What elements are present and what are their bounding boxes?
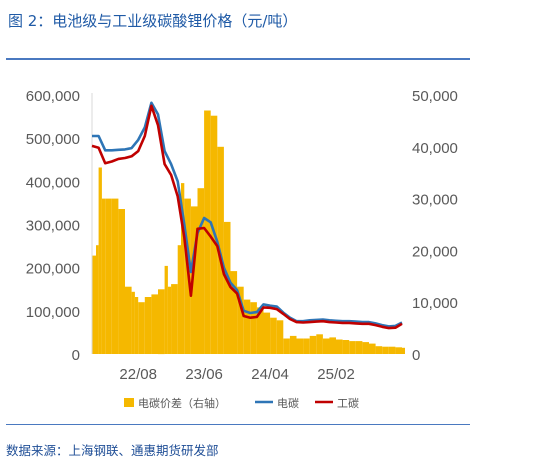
price-chart: 600,000 500,000 400,000 300,000 200,000 100,0… bbox=[26, 88, 458, 410]
price-lines bbox=[91, 101, 403, 330]
spread-bar bbox=[342, 340, 350, 354]
left-tick-label: 600,000 bbox=[26, 88, 80, 105]
spread-bar bbox=[263, 312, 271, 354]
spread-bar bbox=[230, 271, 238, 354]
left-tick-label: 400,000 bbox=[26, 174, 80, 191]
spread-bar bbox=[151, 294, 158, 354]
right-axis-ticks: 50,000 40,000 30,000 20,000 10,000 0 bbox=[412, 88, 458, 364]
spread-bar bbox=[296, 338, 304, 354]
spread-bar bbox=[92, 255, 96, 354]
spread-bar bbox=[96, 245, 99, 354]
x-tick-label: 23/06 bbox=[185, 366, 223, 383]
spread-bar bbox=[336, 339, 343, 354]
spread-bar bbox=[250, 302, 257, 354]
spread-bar bbox=[362, 342, 369, 354]
left-tick-label: 300,000 bbox=[26, 218, 80, 235]
title-divider bbox=[6, 58, 470, 60]
spread-bar bbox=[289, 335, 297, 354]
spread-bar bbox=[98, 167, 102, 354]
spread-bar bbox=[164, 265, 168, 354]
right-tick-label: 20,000 bbox=[412, 243, 458, 260]
spread-bar bbox=[237, 286, 244, 354]
right-tick-label: 30,000 bbox=[412, 192, 458, 209]
spread-bar bbox=[375, 346, 383, 354]
spread-bar bbox=[177, 245, 181, 354]
spread-bar bbox=[388, 346, 396, 354]
left-tick-label: 0 bbox=[72, 347, 80, 364]
right-tick-label: 0 bbox=[412, 347, 420, 364]
legend-label-battery: 电碳 bbox=[277, 396, 299, 410]
spread-bar bbox=[223, 221, 231, 354]
spread-bar bbox=[190, 206, 198, 354]
spread-bar bbox=[167, 286, 172, 354]
industrial-grade-line bbox=[91, 104, 403, 330]
spread-bar bbox=[369, 343, 376, 354]
left-tick-label: 100,000 bbox=[26, 304, 80, 321]
spread-bar bbox=[243, 299, 251, 354]
page-title: 图 2：电池级与工业级碳酸锂价格（元/吨） bbox=[8, 12, 298, 30]
spread-bar bbox=[395, 347, 402, 354]
spread-bar bbox=[276, 320, 284, 354]
spread-bar bbox=[270, 317, 277, 354]
left-tick-label: 500,000 bbox=[26, 131, 80, 148]
spread-bar bbox=[402, 347, 405, 354]
spread-bar bbox=[138, 302, 145, 354]
spread-bar bbox=[111, 198, 119, 354]
right-tick-label: 10,000 bbox=[412, 295, 458, 312]
left-tick-label: 200,000 bbox=[26, 261, 80, 278]
spread-bar bbox=[316, 334, 323, 354]
spread-bar bbox=[329, 337, 336, 354]
battery-grade-line bbox=[92, 101, 403, 328]
legend-swatch-spread bbox=[124, 398, 134, 407]
legend-label-industrial: 工碳 bbox=[337, 396, 359, 410]
spread-bar bbox=[171, 284, 178, 354]
x-tick-label: 25/02 bbox=[317, 366, 355, 383]
spread-bar bbox=[105, 198, 112, 354]
chart-legend: 电碳价差（右轴） 电碳 工碳 bbox=[124, 396, 359, 410]
legend-label-spread: 电碳价差（右轴） bbox=[138, 396, 226, 410]
spread-bar bbox=[181, 183, 185, 354]
left-axis-ticks: 600,000 500,000 400,000 300,000 200,000 100,0… bbox=[26, 88, 80, 364]
spread-bar bbox=[322, 338, 330, 354]
spread-bar bbox=[131, 291, 135, 354]
spread-bar bbox=[197, 188, 205, 354]
spread-bar bbox=[125, 286, 132, 354]
spread-bar bbox=[144, 297, 152, 354]
right-tick-label: 40,000 bbox=[412, 140, 458, 157]
spread-bar bbox=[303, 338, 310, 354]
x-tick-label: 24/04 bbox=[251, 366, 289, 383]
spread-bar bbox=[283, 338, 290, 354]
x-tick-label: 22/08 bbox=[119, 366, 157, 383]
spread-bar bbox=[355, 341, 363, 354]
spread-bar bbox=[158, 289, 165, 355]
source-divider bbox=[6, 424, 470, 425]
spread-bar bbox=[134, 297, 139, 354]
spread-bar bbox=[349, 341, 356, 354]
spread-bar bbox=[101, 198, 106, 354]
spread-bar bbox=[382, 346, 389, 354]
right-tick-label: 50,000 bbox=[412, 88, 458, 105]
spread-bar bbox=[256, 307, 264, 354]
spread-bar bbox=[309, 335, 317, 354]
spread-bar bbox=[118, 209, 125, 354]
x-axis-ticks: 22/08 23/06 24/04 25/02 bbox=[119, 366, 354, 383]
source-note: 数据来源：上海钢联、通惠期货研发部 bbox=[6, 443, 219, 458]
